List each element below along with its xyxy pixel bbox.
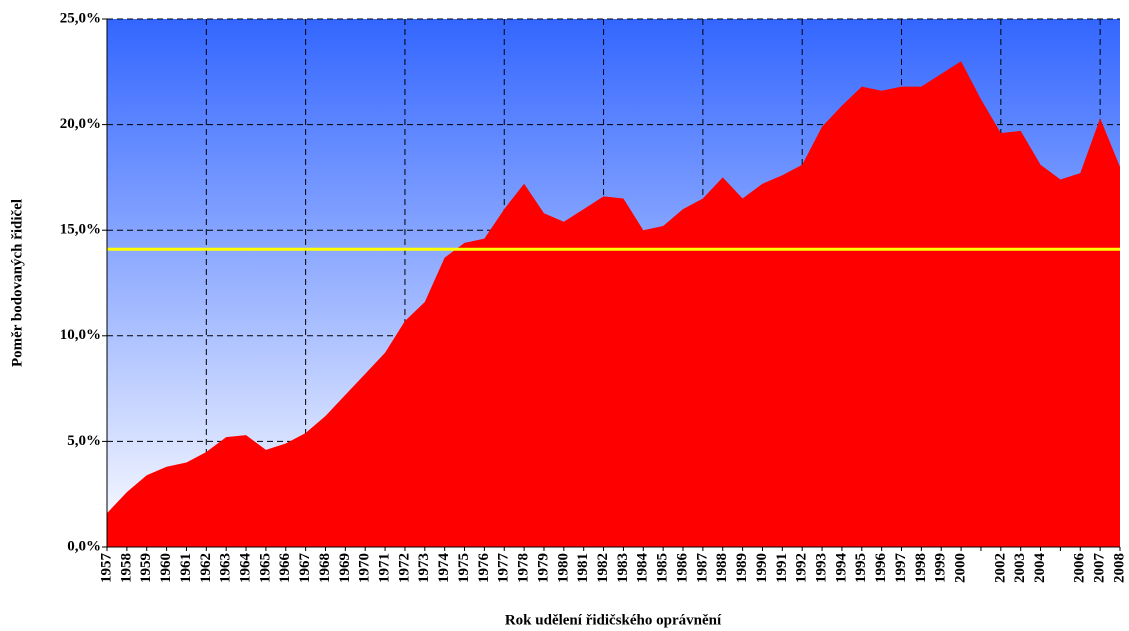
x-tick-label: 1974	[436, 553, 452, 584]
x-tick-label: 1983	[615, 553, 631, 583]
x-tick-label: 1960	[158, 553, 174, 583]
x-tick-label: 1964	[237, 553, 253, 584]
x-tick-label: 1985	[655, 553, 671, 583]
x-tick-label: 2000	[953, 553, 969, 583]
x-tick-label: 1997	[893, 553, 909, 584]
x-tick-label: 1981	[575, 553, 591, 583]
x-tick-label: 1996	[873, 553, 889, 584]
x-tick-label: 1995	[853, 553, 869, 583]
x-tick-label: 2008	[1111, 553, 1127, 583]
x-tick-label: 2006	[1072, 553, 1088, 584]
x-tick-label: 1973	[416, 553, 432, 583]
x-tick-label: 2004	[1032, 553, 1048, 584]
x-tick-label: 1972	[396, 553, 412, 583]
x-tick-label: 1957	[98, 553, 114, 584]
y-tick-label: 25,0%	[60, 10, 101, 26]
y-tick-label: 15,0%	[60, 222, 101, 238]
y-tick-label: 20,0%	[60, 116, 101, 132]
x-tick-label: 1978	[516, 553, 532, 583]
x-tick-label: 1967	[297, 553, 313, 584]
x-tick-label: 1963	[218, 553, 234, 583]
x-tick-label: 1968	[317, 553, 333, 583]
x-tick-label: 1992	[794, 553, 810, 583]
x-tick-label: 2002	[992, 553, 1008, 583]
x-tick-label: 1962	[198, 553, 214, 583]
x-tick-label: 1971	[377, 553, 393, 583]
y-tick-label: 0,0%	[67, 538, 101, 554]
y-tick-label: 5,0%	[67, 433, 101, 449]
x-tick-label: 1965	[257, 553, 273, 583]
area	[107, 61, 1120, 548]
x-tick-label: 1958	[118, 553, 134, 583]
x-tick-label: 1982	[595, 553, 611, 583]
y-axis-title: Poměr bodovaných řidičel	[9, 199, 25, 367]
x-tick-label: 1987	[694, 553, 710, 584]
x-axis-title: Rok udělení řidičského oprávnění	[505, 612, 722, 628]
x-tick-label: 1986	[674, 553, 690, 584]
x-tick-label: 1975	[456, 553, 472, 583]
x-tick-label: 1966	[277, 553, 293, 584]
x-tick-label: 1977	[496, 553, 512, 584]
x-tick-label: 1993	[813, 553, 829, 583]
x-tick-label: 1984	[635, 553, 651, 584]
x-tick-label: 2003	[1012, 553, 1028, 583]
x-tick-label: 1994	[833, 553, 849, 584]
x-tick-label: 1961	[178, 553, 194, 583]
x-tick-label: 1991	[774, 553, 790, 583]
x-tick-label: 1970	[357, 553, 373, 583]
x-tick-label: 1979	[535, 553, 551, 583]
x-tick-label: 1959	[138, 553, 154, 583]
y-tick-label: 10,0%	[60, 327, 101, 343]
x-tick-label: 2007	[1092, 553, 1108, 584]
x-tick-label: 1988	[714, 553, 730, 583]
x-tick-label: 1980	[555, 553, 571, 583]
x-tick-label: 1999	[933, 553, 949, 583]
x-tick-label: 1998	[913, 553, 929, 583]
x-tick-label: 1976	[476, 553, 492, 584]
x-tick-label: 1969	[337, 553, 353, 583]
x-tick-label: 1989	[734, 553, 750, 583]
x-tick-label: 1990	[754, 553, 770, 583]
